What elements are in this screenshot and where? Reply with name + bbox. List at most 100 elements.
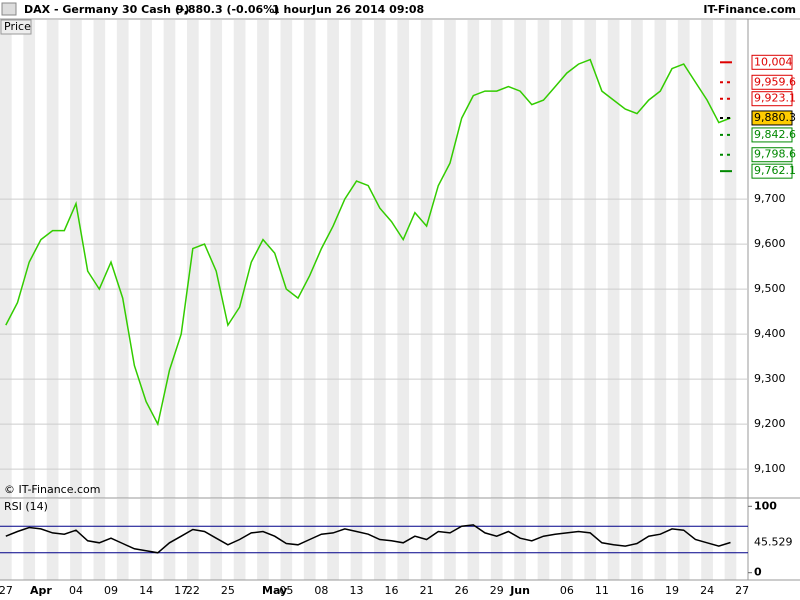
day-band — [724, 499, 737, 580]
day-band — [0, 20, 12, 498]
day-band — [187, 20, 199, 498]
quote: 9,880.3 (-0.06%) — [176, 3, 279, 16]
day-band — [280, 499, 293, 580]
day-band — [210, 20, 223, 498]
x-tick-label: 17 — [174, 584, 188, 597]
x-tick-label: Apr — [30, 584, 52, 597]
day-band — [677, 20, 690, 498]
y-tick-label: 9,400 — [754, 327, 786, 340]
x-tick-label: 11 — [595, 584, 609, 597]
day-band — [444, 20, 456, 498]
level-label: 10,004 — [754, 55, 793, 68]
x-tick-label: 21 — [420, 584, 434, 597]
y-tick-label: 9,300 — [754, 372, 786, 385]
menu-icon[interactable] — [1, 2, 17, 16]
day-band — [631, 20, 643, 498]
day-band — [561, 499, 573, 580]
x-tick-label: 13 — [349, 584, 363, 597]
y-tick-label: 0 — [754, 566, 762, 579]
level-box — [751, 54, 793, 70]
day-band — [397, 499, 410, 580]
day-band — [327, 499, 339, 580]
x-tick-label: 06 — [560, 584, 574, 597]
rsi-current: 45.529 — [754, 535, 793, 548]
x-tick-label: 22 — [186, 584, 200, 597]
y-tick-label: 9,600 — [754, 237, 786, 250]
day-band — [163, 20, 176, 498]
x-tick-label: 04 — [69, 584, 83, 597]
level-label: 9,798.6 — [754, 148, 796, 161]
day-band — [257, 499, 269, 580]
day-band — [514, 499, 526, 580]
y-tick-label: 9,500 — [754, 282, 786, 295]
day-band — [23, 20, 36, 498]
level-box — [751, 127, 793, 143]
x-tick-label: 27 — [735, 584, 749, 597]
watermark: © IT-Finance.com — [4, 483, 101, 496]
rsi-title: RSI (14) — [4, 500, 48, 513]
day-band — [724, 20, 737, 498]
x-tick-label: 05 — [279, 584, 293, 597]
day-band — [374, 20, 386, 498]
level-box — [751, 91, 793, 107]
day-band — [327, 20, 339, 498]
day-band — [70, 499, 82, 580]
day-band — [420, 20, 433, 498]
day-band — [163, 499, 176, 580]
day-band — [280, 20, 293, 498]
x-tick-label: May — [262, 584, 287, 597]
day-band — [187, 499, 199, 580]
y-tick-label: 9,200 — [754, 417, 786, 430]
day-band — [93, 499, 106, 580]
day-band — [701, 20, 713, 498]
x-tick-label: 14 — [139, 584, 153, 597]
symbol: DAX - Germany 30 Cash (-) — [24, 3, 189, 16]
day-band — [444, 499, 456, 580]
x-tick-label: Jun — [509, 584, 530, 597]
x-tick-label: 26 — [455, 584, 469, 597]
day-band — [46, 499, 59, 580]
price-tab — [0, 19, 32, 35]
level-box — [751, 110, 793, 126]
day-band — [93, 20, 106, 498]
day-band — [561, 20, 573, 498]
y-tick-label: 100 — [754, 499, 777, 512]
day-band — [537, 20, 550, 498]
level-label: 9,762.1 — [754, 164, 796, 177]
day-band — [537, 499, 550, 580]
x-tick-label: 09 — [104, 584, 118, 597]
day-band — [350, 499, 363, 580]
series-line — [5, 58, 731, 427]
day-band — [490, 20, 503, 498]
x-tick-label: 08 — [314, 584, 328, 597]
day-band — [140, 499, 152, 580]
level-label: 9,959.6 — [754, 75, 796, 88]
day-band — [257, 20, 269, 498]
day-band — [303, 20, 316, 498]
day-band — [701, 499, 713, 580]
level-label: 9,842.6 — [754, 128, 796, 141]
x-tick-label: 27 — [0, 584, 13, 597]
day-band — [116, 20, 129, 498]
level-box — [751, 163, 793, 179]
day-band — [210, 499, 223, 580]
day-band — [654, 499, 667, 580]
day-band — [490, 499, 503, 580]
x-tick-label: 16 — [630, 584, 644, 597]
series-line — [5, 524, 731, 554]
day-band — [584, 20, 597, 498]
day-band — [584, 499, 597, 580]
level-box — [751, 147, 793, 163]
price-title: Price — [4, 20, 31, 33]
brand: IT-Finance.com — [703, 3, 796, 16]
day-band — [70, 20, 82, 498]
day-band — [654, 20, 667, 498]
x-tick-label: 16 — [385, 584, 399, 597]
interval: 1 hour — [272, 3, 313, 16]
day-band — [233, 20, 246, 498]
day-band — [23, 499, 36, 580]
y-tick-label: 9,100 — [754, 462, 786, 475]
timestamp: Jun 26 2014 09:08 — [311, 3, 424, 16]
